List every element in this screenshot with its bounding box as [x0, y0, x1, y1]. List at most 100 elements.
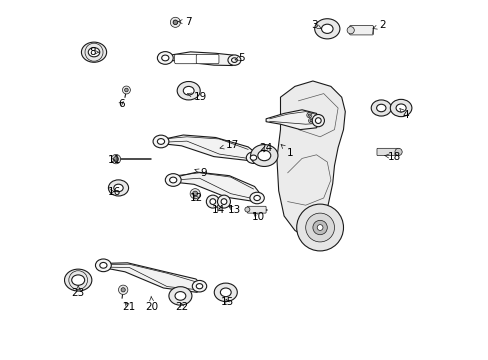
- Circle shape: [170, 17, 180, 27]
- FancyBboxPatch shape: [247, 206, 265, 213]
- Ellipse shape: [169, 177, 177, 183]
- Text: 12: 12: [189, 193, 203, 203]
- Circle shape: [111, 154, 121, 164]
- Circle shape: [394, 148, 401, 156]
- Text: 22: 22: [175, 302, 188, 312]
- Ellipse shape: [249, 192, 264, 204]
- Ellipse shape: [108, 180, 128, 196]
- Text: 15: 15: [220, 297, 234, 307]
- Ellipse shape: [114, 184, 123, 192]
- Text: 21: 21: [122, 302, 135, 312]
- Ellipse shape: [395, 104, 406, 112]
- Circle shape: [317, 225, 322, 230]
- Circle shape: [217, 195, 230, 208]
- Circle shape: [206, 195, 219, 208]
- Circle shape: [122, 86, 130, 94]
- Circle shape: [221, 199, 226, 204]
- Ellipse shape: [389, 99, 411, 117]
- Ellipse shape: [100, 262, 107, 268]
- Ellipse shape: [196, 284, 203, 289]
- Polygon shape: [276, 81, 345, 238]
- FancyBboxPatch shape: [174, 54, 197, 64]
- Polygon shape: [265, 110, 320, 130]
- FancyBboxPatch shape: [196, 54, 219, 64]
- Circle shape: [190, 189, 200, 199]
- Ellipse shape: [177, 81, 200, 100]
- Text: 19: 19: [187, 92, 206, 102]
- Ellipse shape: [231, 58, 237, 62]
- Circle shape: [308, 118, 313, 123]
- Ellipse shape: [227, 55, 241, 65]
- Circle shape: [346, 27, 354, 34]
- Text: 1: 1: [281, 144, 293, 158]
- Ellipse shape: [175, 292, 185, 300]
- Ellipse shape: [257, 150, 270, 161]
- Text: 9: 9: [194, 168, 207, 178]
- Circle shape: [113, 157, 118, 162]
- Text: 6: 6: [118, 99, 124, 109]
- Ellipse shape: [376, 104, 385, 112]
- Ellipse shape: [192, 280, 206, 292]
- Ellipse shape: [165, 174, 181, 186]
- Text: 17: 17: [220, 140, 239, 150]
- Ellipse shape: [72, 275, 84, 285]
- Polygon shape: [170, 172, 260, 202]
- Ellipse shape: [220, 288, 231, 297]
- Text: 10: 10: [251, 212, 264, 222]
- Circle shape: [124, 88, 128, 92]
- Circle shape: [209, 199, 215, 204]
- Circle shape: [192, 191, 197, 196]
- Circle shape: [306, 113, 311, 118]
- Ellipse shape: [168, 287, 192, 305]
- Polygon shape: [158, 135, 257, 161]
- Circle shape: [173, 20, 177, 24]
- Circle shape: [118, 285, 127, 294]
- Circle shape: [311, 114, 324, 127]
- Text: 11: 11: [107, 155, 121, 165]
- FancyBboxPatch shape: [349, 26, 373, 35]
- Ellipse shape: [162, 55, 168, 61]
- Circle shape: [305, 213, 334, 242]
- Text: 7: 7: [178, 17, 191, 27]
- Polygon shape: [101, 263, 203, 292]
- Text: 18: 18: [384, 152, 400, 162]
- Circle shape: [296, 204, 343, 251]
- Circle shape: [173, 20, 177, 24]
- Text: 24: 24: [259, 143, 272, 153]
- Text: 5: 5: [235, 53, 244, 63]
- Ellipse shape: [246, 152, 260, 163]
- Ellipse shape: [314, 19, 339, 39]
- Circle shape: [244, 207, 249, 212]
- Circle shape: [309, 120, 312, 122]
- Ellipse shape: [214, 283, 237, 302]
- Text: 2: 2: [372, 20, 386, 30]
- Ellipse shape: [253, 195, 260, 201]
- Circle shape: [121, 288, 125, 292]
- Circle shape: [113, 157, 118, 162]
- Circle shape: [312, 220, 326, 235]
- Text: 3: 3: [310, 20, 321, 30]
- Text: 16: 16: [107, 186, 121, 197]
- Ellipse shape: [64, 269, 92, 291]
- Ellipse shape: [183, 86, 194, 95]
- Text: 13: 13: [227, 204, 240, 215]
- Polygon shape: [162, 52, 237, 66]
- Ellipse shape: [153, 135, 168, 148]
- Circle shape: [315, 118, 321, 123]
- Text: 20: 20: [145, 296, 158, 312]
- Ellipse shape: [250, 155, 256, 160]
- Ellipse shape: [157, 139, 164, 144]
- Ellipse shape: [250, 145, 277, 166]
- FancyBboxPatch shape: [376, 148, 399, 156]
- Ellipse shape: [88, 48, 100, 57]
- Ellipse shape: [370, 100, 390, 116]
- Ellipse shape: [157, 51, 173, 64]
- Text: 8: 8: [89, 47, 99, 57]
- Ellipse shape: [95, 259, 111, 272]
- Text: 23: 23: [72, 285, 85, 298]
- Ellipse shape: [81, 42, 106, 62]
- Text: 4: 4: [399, 108, 408, 120]
- Text: 14: 14: [212, 204, 225, 215]
- Ellipse shape: [321, 24, 332, 33]
- Circle shape: [307, 114, 310, 116]
